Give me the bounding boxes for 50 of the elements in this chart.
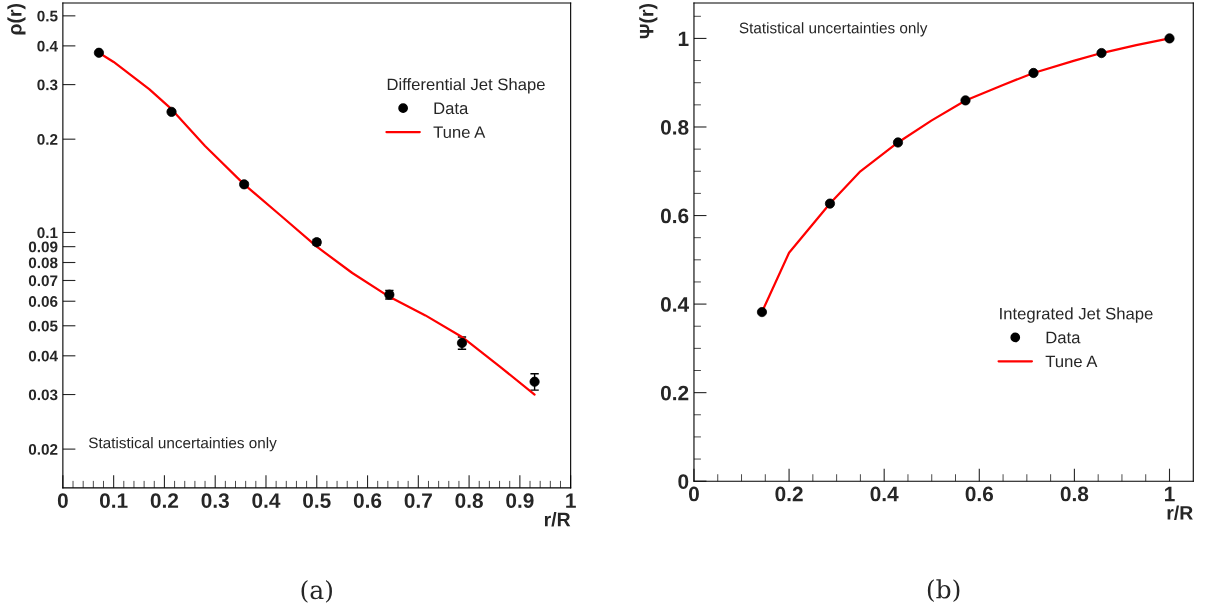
x-tick-label: 0.6 — [353, 493, 382, 508]
y-tick-label: 0.06 — [28, 296, 58, 307]
x-tick-label: 0.8 — [1060, 486, 1089, 502]
y-axis-title: ρ(r) — [7, 3, 26, 35]
y-axis-title: Ψ(r) — [639, 3, 658, 39]
x-tick-label: 1 — [566, 493, 576, 508]
x-tick-label: 0 — [57, 493, 68, 508]
legend-label: Data — [434, 102, 469, 115]
x-tick-label: 0.8 — [455, 493, 483, 508]
legend-label: Tune A — [433, 126, 486, 139]
x-tick-label: 0 — [689, 486, 699, 502]
x-tick-label: 0.2 — [150, 493, 179, 508]
y-tick-label: 0.1 — [37, 227, 58, 239]
legend-title: Integrated Jet Shape — [1000, 307, 1153, 323]
y-tick-label: 0.02 — [28, 443, 58, 455]
x-tick-label: 0.2 — [775, 486, 803, 502]
y-tick-label: 0.2 — [37, 134, 58, 145]
legend-label: Data — [1046, 331, 1081, 344]
y-tick-label: 0.09 — [28, 241, 58, 253]
y-tick-label: 0.6 — [660, 208, 689, 224]
text: (a) — [301, 579, 332, 603]
y-tick-label: 0.5 — [37, 10, 58, 22]
annotation: Statistical uncertainties only — [88, 437, 277, 452]
y-tick-label: 0.04 — [28, 350, 58, 362]
y-tick-label: 1 — [678, 31, 689, 46]
y-tick-label: 0.4 — [37, 40, 58, 52]
x-tick-label: 0.5 — [303, 493, 331, 508]
x-axis-title: r/R — [1167, 505, 1193, 520]
x-tick-label: 0.3 — [201, 493, 229, 509]
x-tick-label: 0.4 — [252, 493, 281, 508]
y-tick-label: 0 — [678, 474, 689, 489]
x-tick-label: 0.6 — [965, 486, 994, 502]
annotation: Statistical uncertainties only — [739, 22, 928, 37]
y-tick-label: 0.05 — [28, 320, 58, 332]
x-tick-label: 0.7 — [404, 493, 432, 508]
x-tick-label: 0.4 — [870, 486, 899, 502]
x-axis-title: r/R — [544, 512, 571, 527]
y-tick-label: 0.07 — [28, 275, 58, 287]
y-tick-label: 0.3 — [37, 79, 58, 91]
x-tick-label: 0.9 — [506, 493, 534, 508]
x-tick-label: 1 — [1165, 486, 1175, 502]
x-tick-label: 0.1 — [99, 493, 128, 508]
legend-title: Differential Jet Shape — [387, 78, 545, 94]
y-tick-label: 0.08 — [28, 257, 58, 269]
y-tick-label: 0.2 — [660, 385, 689, 401]
legend-label: Tune A — [1045, 355, 1098, 368]
y-tick-label: 0.8 — [660, 119, 689, 135]
text: (b) — [927, 579, 960, 603]
y-tick-label: 0.03 — [28, 389, 58, 401]
y-tick-label: 0.4 — [660, 297, 689, 312]
